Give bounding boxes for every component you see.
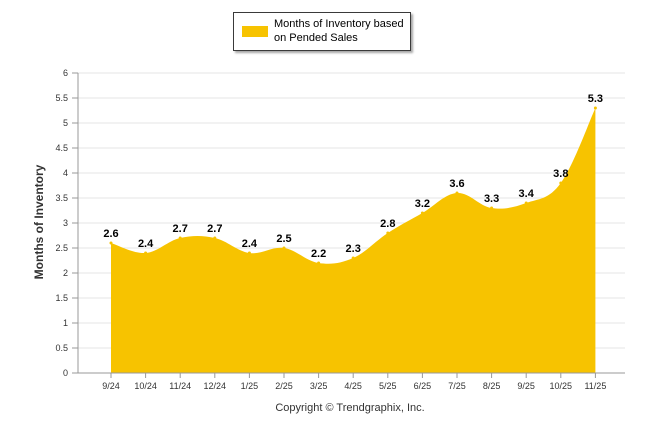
data-value-label: 3.8 (553, 168, 568, 180)
y-tick-label: 2.5 (55, 243, 68, 253)
legend-label: Months of Inventory based on Pended Sale… (274, 18, 404, 44)
y-tick-label: 0 (63, 368, 68, 378)
y-tick-label: 3.5 (55, 193, 68, 203)
legend[interactable]: Months of Inventory based on Pended Sale… (233, 12, 411, 51)
data-point[interactable] (593, 106, 597, 110)
y-axis-title: Months of Inventory (32, 164, 46, 279)
data-point[interactable] (490, 206, 494, 210)
y-tick-label: 4.5 (55, 143, 68, 153)
y-tick-label: 3 (63, 218, 68, 228)
x-tick-label: 3/25 (310, 381, 328, 391)
x-tick-label: 8/25 (483, 381, 501, 391)
data-point[interactable] (144, 251, 148, 255)
legend-swatch (242, 26, 268, 37)
data-point[interactable] (351, 256, 355, 260)
data-point[interactable] (109, 241, 113, 245)
x-tick-label: 2/25 (275, 381, 293, 391)
x-tick-label: 7/25 (448, 381, 466, 391)
y-tick-label: 1.5 (55, 293, 68, 303)
x-tick-label: 10/25 (550, 381, 573, 391)
data-value-label: 3.6 (449, 178, 464, 190)
x-tick-label: 12/24 (204, 381, 227, 391)
data-point[interactable] (455, 191, 459, 195)
data-value-label: 2.8 (380, 218, 395, 230)
data-value-label: 3.4 (519, 188, 535, 200)
x-tick-label: 11/25 (584, 381, 606, 391)
data-value-label: 2.3 (346, 243, 361, 255)
x-tick-label: 10/24 (134, 381, 157, 391)
y-tick-label: 6 (63, 68, 68, 78)
y-tick-label: 2 (63, 268, 68, 278)
data-point[interactable] (213, 236, 217, 240)
data-label-layer: 2.6 2.4 2.7 2.7 2.4 2.5 2.2 2.3 2.8 3.2 3.6 3.3 3.4 3… (103, 93, 603, 265)
data-value-label: 2.6 (103, 228, 118, 240)
x-tick-label: 9/25 (517, 381, 535, 391)
data-value-label: 2.4 (242, 238, 258, 250)
x-tick-label: 5/25 (379, 381, 397, 391)
x-tick-label: 6/25 (414, 381, 432, 391)
data-value-label: 2.7 (207, 223, 222, 235)
x-tick-label: 4/25 (344, 381, 362, 391)
data-value-label: 2.5 (276, 233, 291, 245)
x-tick-label: 9/24 (102, 381, 120, 391)
data-point[interactable] (178, 236, 182, 240)
x-tick-label: 11/24 (169, 381, 191, 391)
axis-layer: 0 0.5 1 1.5 2 2.5 3 3.5 4 4.5 5 5.5 6 9/24 10/24 11/24 1… (55, 68, 625, 391)
data-point[interactable] (282, 246, 286, 250)
y-tick-label: 0.5 (55, 343, 68, 353)
data-value-label: 3.3 (484, 193, 499, 205)
data-value-label: 2.4 (138, 238, 154, 250)
data-point[interactable] (317, 261, 321, 265)
x-tick-label: 1/25 (241, 381, 259, 391)
area-layer (111, 108, 596, 373)
series-area (111, 108, 596, 373)
y-tick-label: 5.5 (55, 93, 68, 103)
y-tick-label: 5 (63, 118, 68, 128)
y-tick-label: 4 (63, 168, 68, 178)
data-value-label: 2.2 (311, 248, 326, 260)
data-value-label: 3.2 (415, 198, 430, 210)
data-point[interactable] (524, 201, 528, 205)
y-tick-label: 1 (63, 318, 68, 328)
data-point[interactable] (247, 251, 251, 255)
data-point[interactable] (386, 231, 390, 235)
data-value-label: 2.7 (173, 223, 188, 235)
data-point[interactable] (559, 181, 563, 185)
data-point[interactable] (420, 211, 424, 215)
copyright-text: Copyright © Trendgraphix, Inc. (275, 402, 425, 414)
data-value-label: 5.3 (588, 93, 603, 105)
